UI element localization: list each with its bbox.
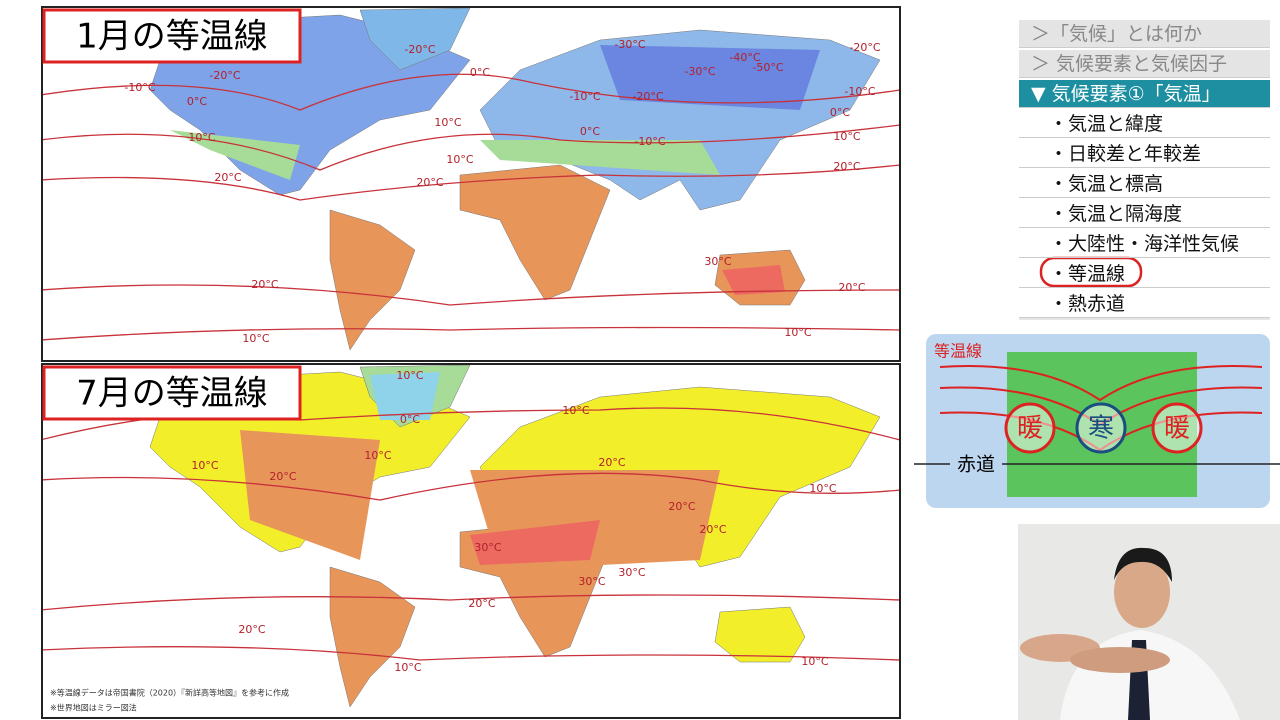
menu-item[interactable]: ＞ 気候要素と気候因子 (1019, 50, 1270, 78)
isotherm-label: -20°C (209, 69, 240, 82)
temperature-zone (480, 140, 720, 175)
face (1114, 556, 1170, 628)
landmass (714, 606, 806, 663)
landmass (329, 209, 416, 351)
cold-label: 寒 (1088, 414, 1114, 444)
isotherm-label: 0°C (470, 66, 490, 79)
isotherm (43, 594, 899, 611)
hair (1114, 547, 1172, 582)
isotherm-label: 20°C (214, 171, 241, 184)
isotherm-label: 0°C (400, 413, 420, 426)
presenter-video (1018, 524, 1280, 720)
isotherm-label: -40°C (729, 51, 760, 64)
isotherm-label: 20°C (833, 160, 860, 173)
isotherm (43, 164, 899, 201)
isotherm-label: 20°C (238, 623, 265, 636)
temperature-zone (240, 430, 380, 560)
temperature-zone (470, 520, 600, 565)
temperature-zone (722, 265, 785, 295)
temperature-zone (600, 45, 820, 110)
isotherm-label: -10°C (124, 81, 155, 94)
title-box (42, 8, 302, 64)
isotherm-label: 20°C (838, 281, 865, 294)
isotherm-label: -10°C (569, 90, 600, 103)
isotherm-label: 10°C (833, 130, 860, 143)
isotherm-label: -20°C (849, 41, 880, 54)
menu-subitem[interactable]: ・熱赤道 (1019, 290, 1270, 318)
isotherm-label: 10°C (801, 655, 828, 668)
warm-label: 暖 (1164, 414, 1190, 444)
isotherm-label: 0°C (187, 95, 207, 108)
isotherm-label: 10°C (562, 404, 589, 417)
menu-subitem[interactable]: ・大陸性・海洋性気候 (1019, 230, 1270, 258)
landmass (329, 566, 416, 708)
isotherm-label: 10°C (784, 326, 811, 339)
isotherm-label: 等温線 (934, 342, 982, 361)
isotherm-label: 20°C (468, 597, 495, 610)
landmass (359, 8, 471, 71)
isotherm-label: 20°C (269, 470, 296, 483)
isotherm-label: 30°C (474, 541, 501, 554)
isotherm-label: 20°C (598, 456, 625, 469)
isotherm (43, 646, 899, 661)
isotherm (43, 284, 899, 306)
menu-item[interactable]: ▼ 気候要素①「気温」 (1019, 80, 1270, 108)
isotherm-label: 20°C (699, 523, 726, 536)
isotherm-label: 30°C (578, 575, 605, 588)
landmass (459, 164, 611, 301)
isotherm-label: 20°C (251, 278, 278, 291)
isotherm (43, 472, 899, 501)
map-title: 7月の等温線 (76, 374, 268, 414)
isotherm-label: 10°C (394, 661, 421, 674)
isotherm-label: 10°C (191, 459, 218, 472)
isotherm (43, 124, 899, 171)
isotherm-label: 10°C (809, 482, 836, 495)
isotherm-label: -50°C (752, 61, 783, 74)
isotherm-label: 0°C (830, 106, 850, 119)
highlight (1039, 256, 1143, 288)
menu-subitem[interactable]: ・気温と隔海度 (1019, 200, 1270, 228)
isotherm-label: 10°C (364, 449, 391, 462)
title-box (42, 365, 302, 421)
isotherm-label: 20°C (668, 500, 695, 513)
warm-circle (1004, 402, 1056, 454)
isotherm-label: -20°C (404, 43, 435, 56)
menu-subitem[interactable]: ・日較差と年較差 (1019, 140, 1270, 168)
menu-item[interactable]: ＞「気候」とは何か (1019, 20, 1270, 48)
cold-circle (1075, 402, 1127, 454)
isotherm-label: -10°C (634, 135, 665, 148)
warm-circle (1151, 402, 1203, 454)
isotherm (43, 73, 899, 111)
diagram: 赤道 等温線 暖 寒 暖 (914, 334, 1280, 508)
isotherm-label: 10°C (434, 116, 461, 129)
isotherm (43, 326, 899, 341)
isotherm-label: -30°C (684, 65, 715, 78)
isotherm-label: -10°C (844, 85, 875, 98)
warm-label: 暖 (1017, 414, 1043, 444)
hand (1070, 647, 1170, 673)
isotherm-label: 30°C (704, 255, 731, 268)
isotherm-label: 10°C (188, 131, 215, 144)
isotherm-label: 10°C (396, 369, 423, 382)
map-title: 1月の等温線 (76, 17, 268, 57)
note: ※世界地図はミラー図法 (50, 703, 137, 713)
label-bg (950, 454, 1002, 476)
map-january: -30°C -20°C -20°C -10°C 0°C 0°C -30°C -40°C-50°… (43, 8, 899, 351)
temperature-zone (370, 372, 440, 420)
equator-label: 赤道 (957, 454, 995, 476)
isotherm-label: 20°C (416, 176, 443, 189)
menu-subitem[interactable]: ・等温線 (1019, 260, 1270, 288)
menu-subitem[interactable]: ・気温と緯度 (1019, 110, 1270, 138)
temperature-zone (170, 130, 300, 180)
note: ※等温線データは帝国書院（2020）『新詳高等地図』を参考に作成 (50, 688, 289, 698)
isotherm-label: 10°C (446, 153, 473, 166)
isotherm-label: 30°C (618, 566, 645, 579)
isotherm-label: -30°C (614, 38, 645, 51)
isotherm-label: 0°C (580, 125, 600, 138)
isotherm-label: 10°C (242, 332, 269, 345)
menu-subitem[interactable]: ・気温と標高 (1019, 170, 1270, 198)
isotherm-label: -20°C (632, 90, 663, 103)
